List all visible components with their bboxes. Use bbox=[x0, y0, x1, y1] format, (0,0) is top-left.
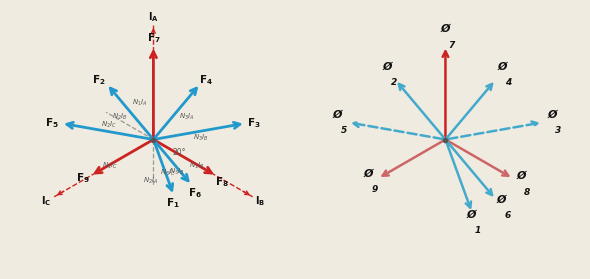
Text: 8: 8 bbox=[524, 188, 530, 197]
Text: N$_3$I$_C$: N$_3$I$_C$ bbox=[160, 168, 176, 178]
Text: $\mathbf{F_8}$: $\mathbf{F_8}$ bbox=[215, 175, 229, 189]
Text: N$_1$I$_B$: N$_1$I$_B$ bbox=[189, 161, 205, 171]
Text: $\mathbf{F_7}$: $\mathbf{F_7}$ bbox=[146, 31, 160, 45]
Text: N$_3$I$_B$: N$_3$I$_B$ bbox=[169, 167, 185, 177]
Text: $\mathbf{F_6}$: $\mathbf{F_6}$ bbox=[188, 186, 201, 200]
Text: Ø: Ø bbox=[516, 171, 526, 181]
Text: Ø: Ø bbox=[497, 62, 507, 72]
Text: $\mathbf{F_5}$: $\mathbf{F_5}$ bbox=[45, 116, 59, 130]
Text: Ø: Ø bbox=[333, 110, 342, 120]
Text: 1: 1 bbox=[474, 226, 480, 235]
Text: 7: 7 bbox=[449, 40, 455, 50]
Text: Ø: Ø bbox=[548, 110, 557, 120]
Text: N$_1$I$_C$: N$_1$I$_C$ bbox=[101, 161, 117, 171]
Text: $\mathbf{F_3}$: $\mathbf{F_3}$ bbox=[247, 116, 260, 130]
Text: Ø: Ø bbox=[466, 210, 476, 219]
Text: N$_1$I$_A$: N$_1$I$_A$ bbox=[132, 98, 148, 108]
Text: $\mathbf{I_B}$: $\mathbf{I_B}$ bbox=[255, 194, 266, 208]
Text: 5: 5 bbox=[341, 126, 347, 135]
Text: 3: 3 bbox=[555, 126, 562, 135]
Text: N$_3$I$_A$: N$_3$I$_A$ bbox=[179, 112, 195, 122]
Text: $\mathbf{I_C}$: $\mathbf{I_C}$ bbox=[41, 194, 51, 208]
Text: 2: 2 bbox=[391, 78, 397, 87]
Text: 20°: 20° bbox=[173, 148, 186, 157]
Text: N$_3$I$_B$: N$_3$I$_B$ bbox=[193, 133, 209, 143]
Text: N$_2$I$_A$: N$_2$I$_A$ bbox=[143, 176, 159, 186]
Text: Ø: Ø bbox=[441, 24, 450, 34]
Text: Ø: Ø bbox=[364, 169, 373, 179]
Text: 9: 9 bbox=[372, 185, 378, 194]
Text: $\mathbf{I_A}$: $\mathbf{I_A}$ bbox=[148, 10, 159, 24]
Text: $\mathbf{F_4}$: $\mathbf{F_4}$ bbox=[198, 73, 212, 87]
Text: $\mathbf{F_9}$: $\mathbf{F_9}$ bbox=[76, 172, 89, 186]
Text: N$_2$I$_C$: N$_2$I$_C$ bbox=[101, 119, 117, 129]
Text: Ø: Ø bbox=[383, 62, 392, 72]
Text: Ø: Ø bbox=[496, 194, 506, 205]
Text: $\mathbf{F_2}$: $\mathbf{F_2}$ bbox=[92, 73, 106, 87]
Text: 6: 6 bbox=[504, 211, 510, 220]
Text: N$_2$I$_B$: N$_2$I$_B$ bbox=[112, 112, 127, 122]
Text: $\mathbf{F_1}$: $\mathbf{F_1}$ bbox=[166, 197, 179, 210]
Text: 4: 4 bbox=[506, 78, 512, 87]
